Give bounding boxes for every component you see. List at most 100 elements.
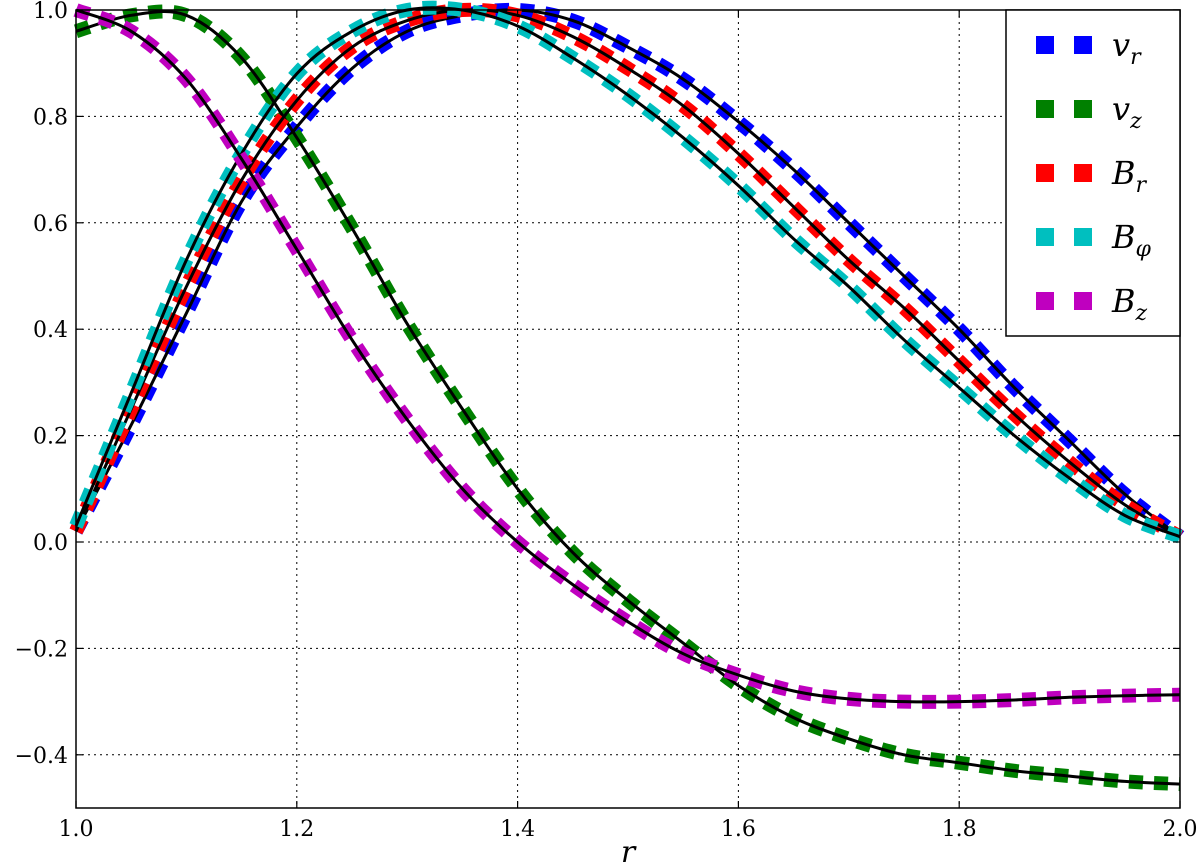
data-point bbox=[351, 46, 354, 49]
data-point bbox=[627, 46, 630, 49]
data-point bbox=[958, 761, 961, 764]
data-point bbox=[627, 67, 630, 70]
y-tick-label: 0.4 bbox=[33, 318, 68, 343]
data-point bbox=[958, 700, 961, 703]
data-point bbox=[682, 104, 685, 107]
data-point bbox=[295, 99, 298, 102]
legend-swatch bbox=[1036, 100, 1054, 118]
data-point bbox=[1068, 775, 1071, 778]
data-point bbox=[737, 684, 740, 687]
data-point bbox=[295, 136, 298, 139]
x-tick-label: 1.8 bbox=[942, 817, 977, 842]
data-point bbox=[571, 35, 574, 38]
legend-item: vr bbox=[1036, 26, 1142, 70]
y-tick-label: 0.0 bbox=[33, 531, 68, 556]
data-point bbox=[130, 392, 133, 395]
legend-swatch bbox=[1074, 36, 1092, 54]
data-point bbox=[682, 652, 685, 655]
x-tick-label: 1.6 bbox=[721, 817, 756, 842]
data-point bbox=[1068, 477, 1071, 480]
y-tick-label: 0.8 bbox=[33, 105, 68, 130]
y-tick-label: −0.2 bbox=[15, 637, 68, 662]
data-point bbox=[682, 136, 685, 139]
data-point bbox=[571, 19, 574, 22]
data-point bbox=[571, 583, 574, 586]
data-point bbox=[903, 275, 906, 278]
legend-label: Bφ bbox=[1111, 218, 1152, 262]
data-point bbox=[1013, 434, 1016, 437]
data-point bbox=[185, 312, 188, 315]
series-solid-line bbox=[75, 8, 1181, 704]
series-solid-line bbox=[74, 8, 1181, 538]
data-point bbox=[185, 14, 188, 17]
legend-item: Br bbox=[1036, 154, 1148, 198]
data-point bbox=[1013, 413, 1016, 416]
data-point bbox=[516, 541, 519, 544]
y-tick-label: −0.4 bbox=[15, 744, 68, 769]
data-point bbox=[240, 179, 243, 182]
legend-label: Bz bbox=[1111, 282, 1148, 326]
data-point bbox=[1123, 493, 1126, 496]
data-point bbox=[792, 205, 795, 208]
y-tick-label: 0.2 bbox=[33, 425, 68, 450]
data-point bbox=[406, 30, 409, 33]
data-point bbox=[1123, 503, 1126, 506]
legend: vr vz Br Bφ Bz bbox=[1005, 9, 1181, 337]
data-point bbox=[847, 697, 850, 700]
data-point bbox=[571, 56, 574, 59]
data-point bbox=[406, 322, 409, 325]
data-point bbox=[627, 620, 630, 623]
data-point bbox=[847, 259, 850, 262]
data-point bbox=[903, 338, 906, 341]
data-point bbox=[240, 56, 243, 59]
x-axis-label: r bbox=[621, 835, 637, 864]
series-v-r bbox=[69, 2, 1185, 543]
legend-item: Bz bbox=[1036, 282, 1148, 326]
data-point bbox=[1123, 780, 1126, 783]
y-tick-label: 0.6 bbox=[33, 212, 68, 237]
data-point bbox=[406, 418, 409, 421]
data-point bbox=[240, 158, 243, 161]
legend-swatch bbox=[1074, 292, 1092, 310]
data-point bbox=[627, 94, 630, 97]
data-point bbox=[792, 690, 795, 693]
series-solid-line bbox=[74, 8, 1181, 538]
data-point bbox=[130, 30, 133, 33]
x-tick-label: 2.0 bbox=[1163, 817, 1198, 842]
data-point bbox=[461, 487, 464, 490]
legend-item: Bφ bbox=[1036, 218, 1152, 262]
x-tick-label: 1.2 bbox=[279, 817, 314, 842]
data-point bbox=[903, 700, 906, 703]
axis-ticks: 1.0 1.2 1.4 1.6 1.8 2.0 −0.4 −0.2 0.0 0.2 0.4 0.6 0.… bbox=[15, 0, 1198, 842]
data-point bbox=[847, 285, 850, 288]
data-point bbox=[1068, 461, 1071, 464]
data-point bbox=[792, 168, 795, 171]
data-point bbox=[792, 716, 795, 719]
series-b-phi bbox=[69, 0, 1183, 544]
legend-swatch bbox=[1036, 228, 1054, 246]
data-point bbox=[1068, 439, 1071, 442]
data-point bbox=[1123, 514, 1126, 517]
data-point bbox=[516, 487, 519, 490]
plot-frame bbox=[75, 9, 1181, 809]
data-point bbox=[295, 126, 298, 129]
data-point bbox=[406, 19, 409, 22]
series-v-z bbox=[73, 4, 1181, 792]
data-point bbox=[351, 30, 354, 33]
data-point bbox=[351, 338, 354, 341]
legend-box bbox=[1005, 9, 1181, 337]
legend-label: vr bbox=[1112, 26, 1142, 70]
data-point bbox=[1013, 386, 1016, 389]
data-point bbox=[461, 408, 464, 411]
series-b-r bbox=[69, 2, 1184, 543]
legend-item: vz bbox=[1036, 90, 1142, 134]
data-point bbox=[1123, 694, 1126, 697]
data-point bbox=[295, 248, 298, 251]
legend-label: Br bbox=[1111, 154, 1148, 198]
data-point bbox=[185, 259, 188, 262]
series-solid-line bbox=[75, 9, 1181, 786]
data-point bbox=[792, 237, 795, 240]
data-point bbox=[737, 152, 740, 155]
data-point bbox=[516, 25, 519, 28]
legend-swatch bbox=[1036, 164, 1054, 182]
